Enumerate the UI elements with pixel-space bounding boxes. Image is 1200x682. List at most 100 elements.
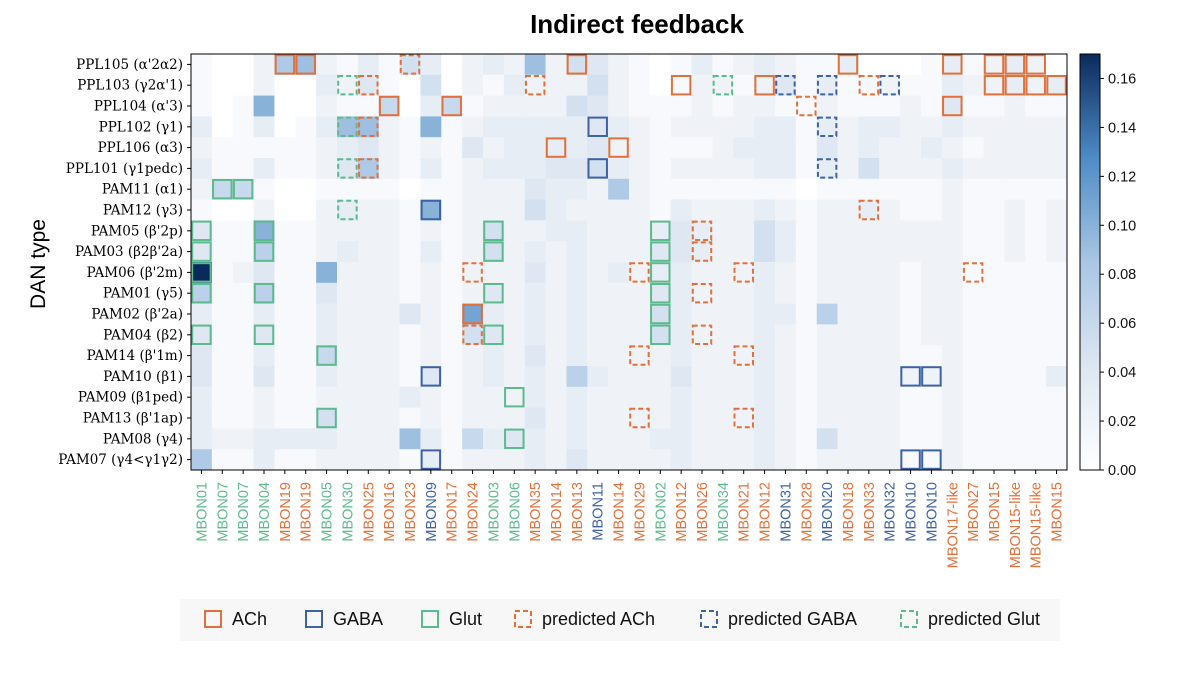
heatmap-cell — [962, 74, 984, 96]
heatmap-cell — [754, 449, 776, 471]
heatmap-cell — [962, 220, 984, 242]
heatmap-cell — [983, 137, 1005, 159]
heatmap-cell — [587, 95, 609, 117]
heatmap-cell — [921, 366, 943, 388]
heatmap-cell — [649, 428, 672, 450]
heatmap-cell — [670, 178, 692, 200]
heatmap-cell — [837, 95, 859, 117]
heatmap-cell — [795, 137, 818, 159]
heatmap-cell — [211, 158, 234, 180]
heatmap-cell — [232, 74, 254, 96]
heatmap-cell — [1046, 116, 1068, 138]
heatmap-cell — [378, 137, 400, 159]
heatmap-cell — [691, 116, 713, 138]
highlight-box — [587, 116, 608, 137]
heatmap-cell — [816, 449, 838, 471]
heatmap-cell — [879, 241, 901, 263]
heatmap-cell — [1046, 178, 1068, 200]
heatmap-cell — [941, 220, 964, 242]
heatmap-cell — [566, 137, 588, 159]
heatmap-cell — [483, 303, 505, 325]
heatmap-cell — [274, 262, 296, 284]
heatmap-cell — [232, 366, 254, 388]
heatmap-cell — [816, 158, 838, 180]
heatmap-cell — [462, 116, 484, 138]
heatmap-cell — [900, 137, 922, 159]
heatmap-cell — [503, 303, 526, 325]
heatmap-cell — [837, 324, 859, 346]
heatmap-cell — [983, 428, 1005, 450]
heatmap-cell — [795, 366, 818, 388]
heatmap-cell — [837, 137, 859, 159]
highlight-box — [942, 95, 963, 117]
heatmap-cell — [295, 282, 317, 304]
heatmap-cell — [483, 116, 505, 138]
heatmap-cell — [754, 386, 776, 408]
heatmap-cell — [337, 324, 359, 346]
heatmap-cell — [545, 428, 567, 450]
heatmap-cell — [608, 407, 630, 429]
highlight-box — [816, 75, 838, 96]
heatmap-cell — [795, 282, 818, 304]
heatmap-cell — [691, 178, 713, 200]
heatmap-cell — [795, 407, 818, 429]
heatmap-cell — [399, 241, 421, 263]
heatmap-cell — [357, 178, 380, 200]
heatmap-cell — [900, 345, 922, 367]
heatmap-cell — [545, 137, 567, 159]
heatmap-cell — [337, 137, 359, 159]
colorbar-tick-label: 0.04 — [1108, 365, 1136, 381]
heatmap-cell — [941, 178, 964, 200]
heatmap-cell — [629, 137, 651, 159]
heatmap-cell — [1046, 366, 1068, 388]
heatmap-cell — [378, 54, 400, 76]
heatmap-cell — [858, 428, 880, 450]
heatmap-cell — [191, 137, 213, 159]
heatmap-cell — [816, 178, 838, 200]
heatmap-cell — [1004, 137, 1026, 159]
heatmap-cell — [858, 158, 880, 180]
heatmap-cell — [733, 54, 755, 76]
heatmap-cell — [691, 158, 713, 180]
highlight-box — [650, 303, 671, 325]
heatmap-cell — [316, 262, 338, 284]
heatmap-cell — [566, 407, 588, 429]
heatmap-cell — [316, 303, 338, 325]
heatmap-cell — [712, 137, 734, 159]
heatmap-cell — [483, 137, 505, 159]
highlight-box — [629, 345, 650, 366]
heatmap-cell — [587, 262, 609, 284]
heatmap-cell — [524, 407, 546, 429]
heatmap-cell — [1046, 199, 1068, 221]
heatmap-cell — [712, 220, 734, 242]
heatmap-cell — [191, 199, 213, 221]
heatmap-cell — [295, 74, 317, 96]
heatmap-cell — [712, 449, 734, 471]
heatmap-cell — [983, 158, 1005, 180]
heatmap-cell — [941, 54, 964, 76]
x-tick-label: MBON07 — [236, 482, 252, 542]
heatmap-cell — [524, 178, 546, 200]
heatmap-cell — [712, 282, 734, 304]
heatmap-cell — [232, 386, 254, 408]
heatmap-cell — [816, 366, 838, 388]
heatmap-cell — [503, 95, 526, 117]
heatmap-cell — [295, 158, 317, 180]
heatmap-cell — [670, 262, 692, 284]
heatmap-cell — [211, 220, 234, 242]
heatmap-cell — [649, 199, 672, 221]
heatmap-cell — [921, 303, 943, 325]
heatmap-cell — [670, 303, 692, 325]
heatmap-cell — [1025, 137, 1047, 159]
heatmap-cell — [775, 74, 797, 96]
heatmap-cell — [837, 407, 859, 429]
heatmap-cell — [399, 303, 421, 325]
heatmap-cell — [316, 324, 338, 346]
heatmap-cell — [754, 220, 776, 242]
heatmap-cell — [837, 158, 859, 180]
heatmap-cell — [941, 74, 964, 96]
heatmap-cell — [900, 74, 922, 96]
heatmap-cell — [983, 241, 1005, 263]
heatmap-cell — [274, 74, 296, 96]
heatmap-cell — [795, 95, 818, 117]
